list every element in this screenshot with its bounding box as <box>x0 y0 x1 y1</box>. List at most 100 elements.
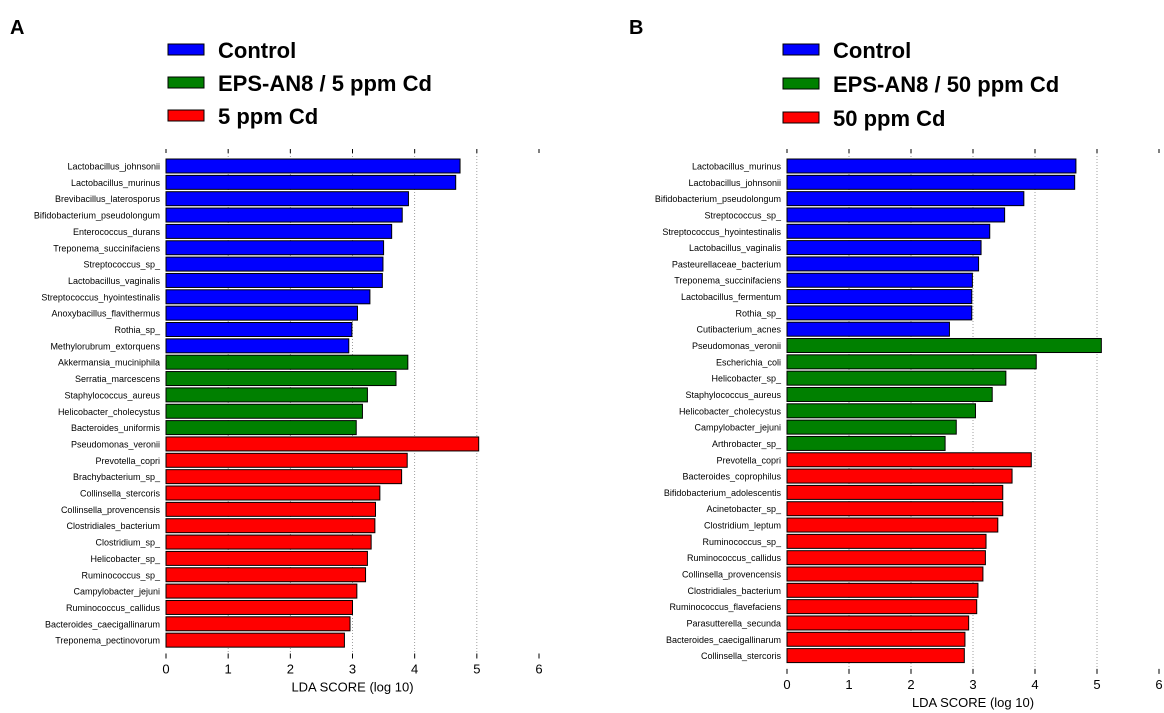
bar <box>786 370 1007 386</box>
category-label: Pseudomonas_veronii <box>692 341 781 351</box>
bar <box>786 272 973 288</box>
bar <box>165 501 377 517</box>
category-label: Clostridium_leptum <box>704 521 781 531</box>
category-label: Campylobacter_jejuni <box>694 423 781 433</box>
bar <box>165 518 376 534</box>
tick-label: 0 <box>162 662 169 677</box>
bar <box>165 272 383 288</box>
tick-label: 2 <box>287 662 294 677</box>
category-label: Lactobacillus_murinus <box>71 178 161 188</box>
tick-label: 2 <box>907 677 914 692</box>
bar <box>786 566 984 582</box>
category-label: Cutibacterium_acnes <box>696 325 781 335</box>
category-label: Clostridiales_bacterium <box>687 586 781 596</box>
legend-entry: EPS-AN8 / 50 ppm Cd <box>833 72 1059 97</box>
panel-label: B <box>629 17 643 39</box>
bar <box>165 387 368 403</box>
category-label: Campylobacter_jejuni <box>73 587 160 597</box>
category-label: Bifidobacterium_pseudolongum <box>655 194 781 204</box>
tick-label: 6 <box>535 662 542 677</box>
bar <box>786 484 1004 500</box>
category-label: Bacteroides_caecigallinarum <box>45 619 160 629</box>
category-label: Acinetobacter_sp_ <box>706 504 782 514</box>
bar <box>165 534 372 550</box>
bar <box>786 501 1004 517</box>
bar <box>165 256 384 272</box>
bar <box>165 174 457 190</box>
category-label: Brachybacterium_sp_ <box>73 472 161 482</box>
category-label: Serratia_marcescens <box>75 374 161 384</box>
legend-entry: Control <box>218 38 296 63</box>
category-label: Lactobacillus_johnsonii <box>67 162 160 172</box>
category-label: Staphylococcus_aureus <box>64 390 160 400</box>
bar <box>786 223 991 239</box>
legend-swatch <box>782 77 820 90</box>
bar <box>786 321 950 337</box>
bar <box>165 158 461 174</box>
category-label: Prevotella_copri <box>716 455 781 465</box>
category-label: Prevotella_copri <box>95 456 160 466</box>
category-label: Ruminococcus_sp_ <box>702 537 782 547</box>
tick-label: 0 <box>783 677 790 692</box>
chart-panel-b: B Control EPS-AN8 / 50 ppm Cd 50 ppm Cd Lact… <box>629 17 1163 710</box>
category-label: Clostridium_sp_ <box>95 538 161 548</box>
bar <box>786 599 978 615</box>
bar <box>786 435 946 451</box>
legend-entry: EPS-AN8 / 5 ppm Cd <box>218 71 432 96</box>
category-label: Pseudomonas_veronii <box>71 439 160 449</box>
tick-label: 6 <box>1155 677 1162 692</box>
category-label: Helicobacter_sp_ <box>90 554 161 564</box>
category-label: Treponema_succinifaciens <box>674 276 781 286</box>
tick-label: 5 <box>473 662 480 677</box>
category-label: Treponema_pectinovorum <box>55 636 160 646</box>
category-label: Bifidobacterium_pseudolongum <box>34 211 160 221</box>
category-label: Lactobacillus_vaginalis <box>689 243 782 253</box>
bar <box>786 354 1037 370</box>
tick-label: 5 <box>1093 677 1100 692</box>
category-label: Enterococcus_durans <box>73 227 161 237</box>
bar <box>786 419 957 435</box>
bar <box>786 191 1025 207</box>
bar <box>165 191 409 207</box>
category-label: Anoxybacillus_flavithermus <box>51 309 160 319</box>
tick-label: 3 <box>969 677 976 692</box>
bar <box>786 533 987 549</box>
bar <box>165 223 393 239</box>
bar <box>165 583 358 599</box>
bar <box>165 371 397 387</box>
bar <box>786 289 973 305</box>
category-label: Pasteurellaceae_bacterium <box>672 259 781 269</box>
category-label: Collinsella_provencensis <box>61 505 161 515</box>
bar <box>786 158 1077 174</box>
category-label: Brevibacillus_laterosporus <box>55 194 161 204</box>
category-label: Lactobacillus_murinus <box>692 162 782 172</box>
bar <box>165 289 371 305</box>
category-label: Rothia_sp_ <box>114 325 161 335</box>
bar <box>786 207 1006 223</box>
tick-label: 1 <box>225 662 232 677</box>
bar <box>165 452 408 468</box>
bar <box>165 240 385 256</box>
bar <box>165 599 353 615</box>
tick-label: 4 <box>411 662 418 677</box>
category-label: Lactobacillus_fermentum <box>681 292 781 302</box>
bar <box>786 517 999 533</box>
bar <box>786 256 980 272</box>
bar <box>786 240 982 256</box>
tick-label: 3 <box>349 662 356 677</box>
bar <box>786 338 1102 354</box>
category-label: Arthrobacter_sp_ <box>712 439 782 449</box>
legend-swatch <box>167 43 205 56</box>
bar <box>165 207 403 223</box>
category-label: Ruminococcus_callidus <box>687 553 782 563</box>
category-label: Bacteroides_coprophilus <box>682 472 781 482</box>
category-label: Rothia_sp_ <box>735 308 782 318</box>
bar <box>165 420 357 436</box>
legend-swatch <box>782 111 820 124</box>
category-label: Helicobacter_sp_ <box>711 374 782 384</box>
category-label: Clostridiales_bacterium <box>66 521 160 531</box>
category-label: Collinsella_stercoris <box>701 651 782 661</box>
bar <box>786 648 965 664</box>
legend-swatch <box>782 43 820 56</box>
bar <box>165 632 345 648</box>
